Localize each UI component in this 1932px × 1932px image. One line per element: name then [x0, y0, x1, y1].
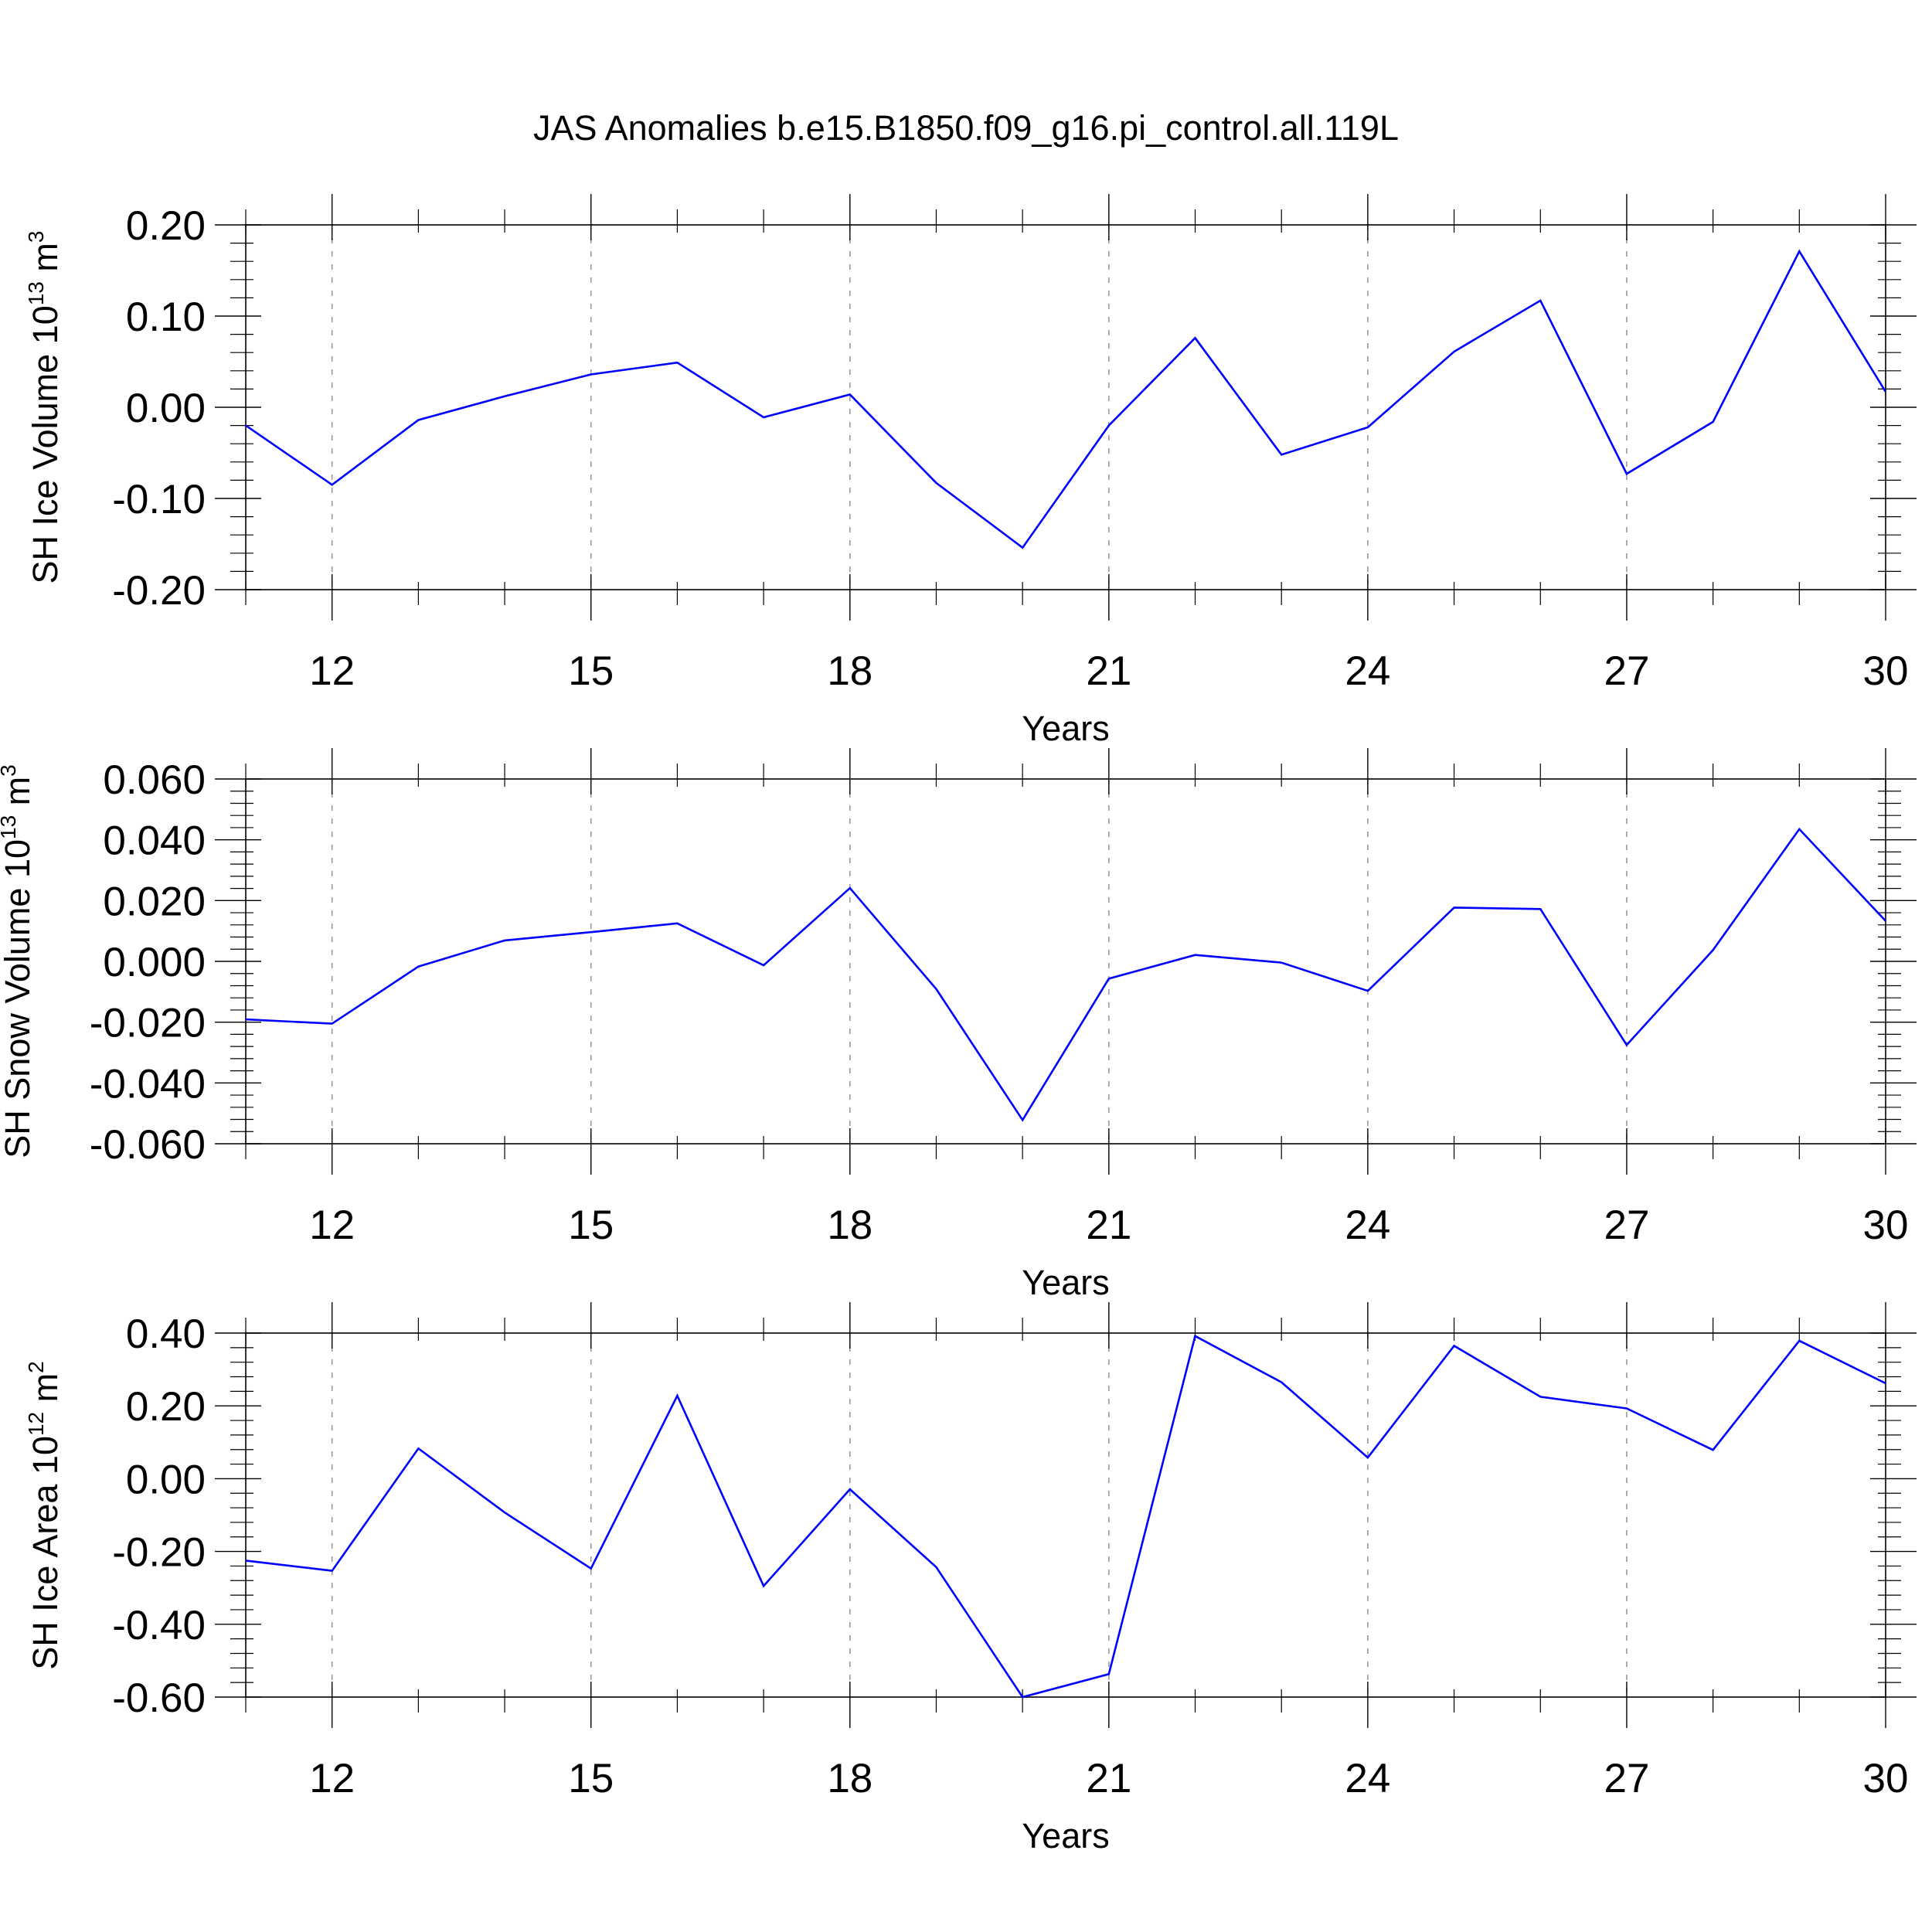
panel-ice-volume: 12 15 18 21 24 27 30 0.20 0.10 0.00 -0.10 -0.20 Year…	[24, 194, 1917, 748]
y-tick-label: -0.040	[90, 1061, 206, 1107]
x-tick-label: 24	[1345, 648, 1390, 694]
x-tick-label: 18	[827, 648, 872, 694]
x-tick-label: 12	[309, 1202, 355, 1248]
x-tick-label: 15	[568, 1756, 614, 1801]
y-tick-label: -0.060	[90, 1122, 206, 1168]
x-tick-label: 12	[309, 648, 355, 694]
x-tick-label: 12	[309, 1756, 355, 1801]
x-axis-label: Years	[1022, 709, 1109, 748]
x-tick-label: 18	[827, 1202, 872, 1248]
x-tick-label: 21	[1086, 648, 1131, 694]
y-tick-label: 0.000	[103, 940, 206, 985]
y-tick-label: 0.020	[103, 879, 206, 924]
series-line	[245, 827, 1886, 1122]
x-tick-label: 24	[1345, 1756, 1390, 1801]
plot-frame	[245, 1332, 1886, 1698]
y-axis-label: SH Ice Area 1012 m2	[24, 1361, 65, 1669]
y-tick-label: 0.040	[103, 818, 206, 864]
x-tick-label: 27	[1604, 1756, 1649, 1801]
y-tick-label: -0.10	[112, 477, 206, 522]
x-tick-label: 15	[568, 1202, 614, 1248]
chart-title: JAS Anomalies b.e15.B1850.f09_g16.pi_con…	[533, 108, 1399, 148]
panel-snow-volume: 12 15 18 21 24 27 30 0.060 0.040 0.020 0.000 -0.020…	[0, 748, 1917, 1302]
y-tick-label: 0.40	[126, 1311, 206, 1357]
y-tick-label: -0.20	[112, 1530, 206, 1576]
x-tick-label: 21	[1086, 1202, 1131, 1248]
x-tick-label: 27	[1604, 1202, 1649, 1248]
x-tick-label: 27	[1604, 648, 1649, 694]
x-tick-label: 21	[1086, 1756, 1131, 1801]
y-tick-label: 0.060	[103, 757, 206, 803]
y-tick-label: 0.20	[126, 203, 206, 249]
x-axis-label: Years	[1022, 1816, 1109, 1855]
y-tick-label: -0.20	[112, 568, 206, 614]
x-tick-label: 30	[1863, 1756, 1909, 1801]
y-tick-label: 0.00	[126, 386, 206, 431]
x-axis-label: Years	[1022, 1263, 1109, 1302]
y-tick-label: 0.10	[126, 294, 206, 340]
y-tick-label: 0.20	[126, 1384, 206, 1430]
chart-panels: 12 15 18 21 24 27 30 0.20 0.10 0.00 -0.10 -0.20 Year…	[0, 194, 1917, 1855]
series-line	[245, 1334, 1886, 1699]
x-tick-label: 18	[827, 1756, 872, 1801]
x-tick-label: 30	[1863, 1202, 1909, 1248]
y-axis-label: SH Snow Volume 1013 m3	[0, 764, 37, 1158]
x-tick-label: 24	[1345, 1202, 1390, 1248]
y-tick-label: 0.00	[126, 1457, 206, 1502]
x-tick-label: 15	[568, 648, 614, 694]
series-line	[245, 249, 1887, 549]
y-tick-label: -0.020	[90, 1001, 206, 1046]
panel-ice-area: 12 15 18 21 24 27 30 0.40 0.20 0.00 -0.20 -0.40 -0.6…	[24, 1302, 1917, 1855]
x-tick-label: 30	[1863, 648, 1909, 694]
y-axis-label: SH Ice Volume 1013 m3	[24, 231, 65, 584]
y-tick-label: -0.60	[112, 1675, 206, 1721]
y-tick-label: -0.40	[112, 1603, 206, 1648]
